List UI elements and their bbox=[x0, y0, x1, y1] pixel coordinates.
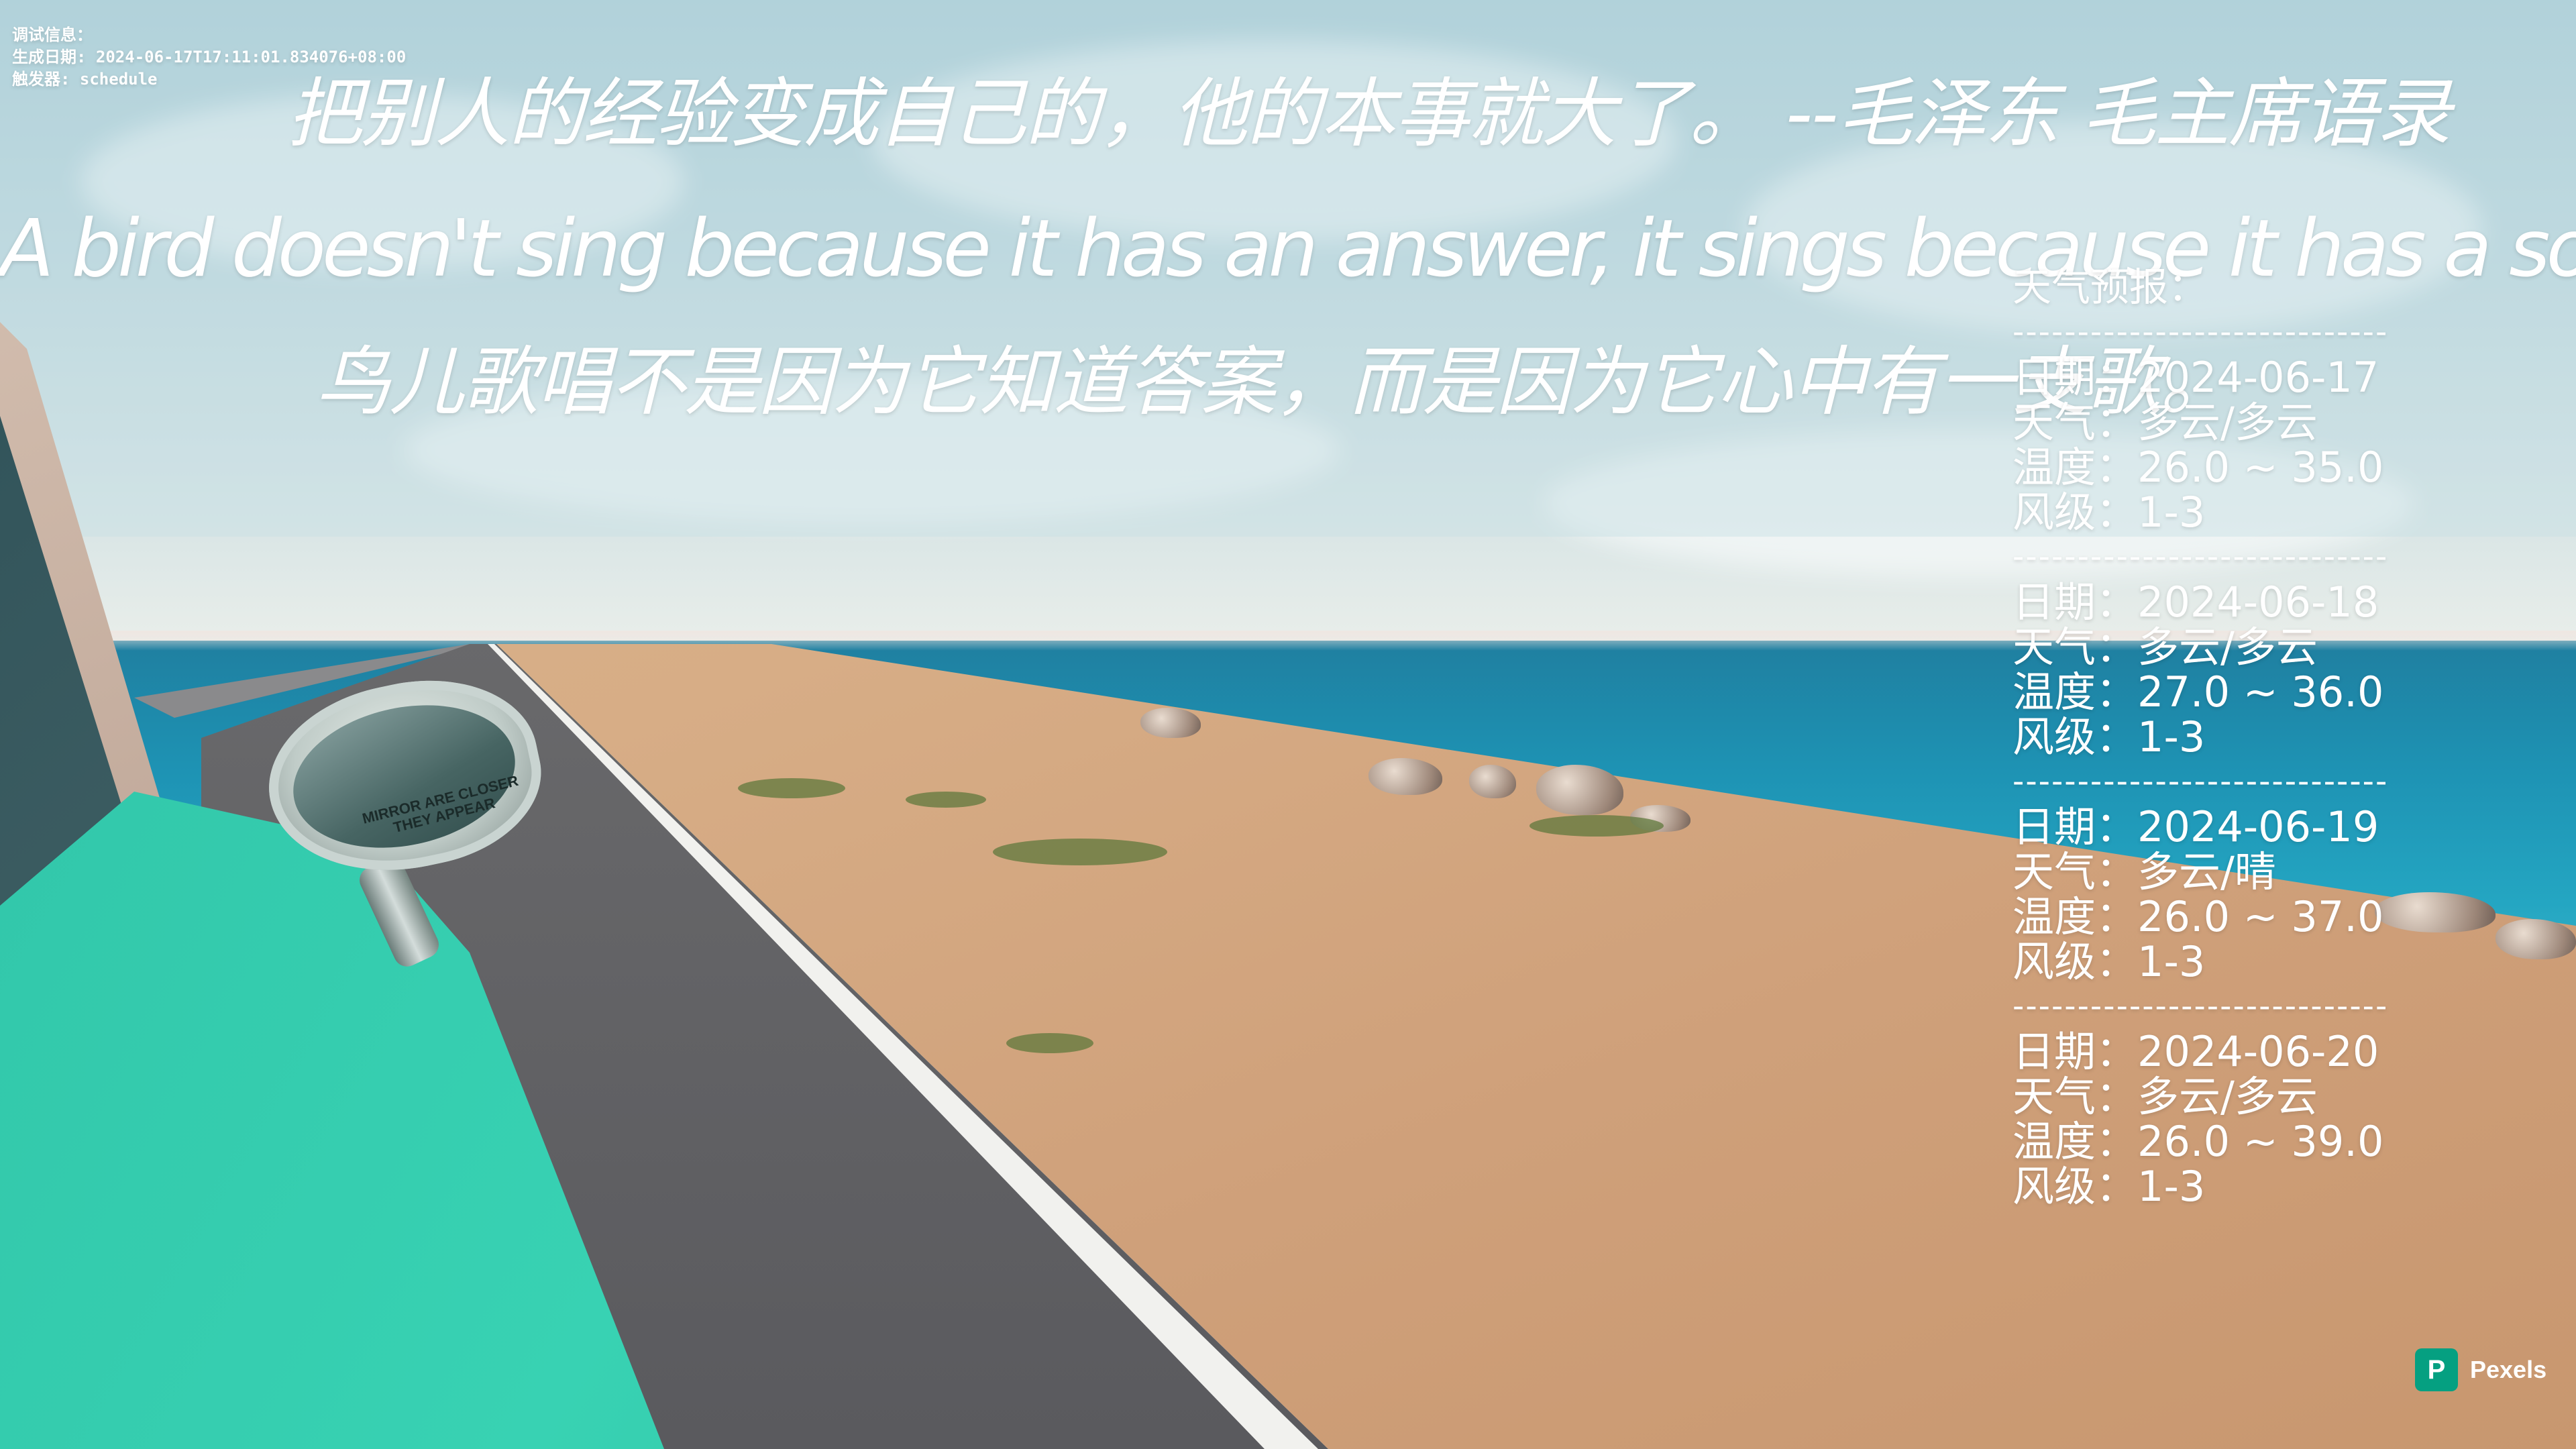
quotes-block: 把别人的经验变成自己的，他的本事就大了。 --毛泽东 毛主席语录 A bird … bbox=[0, 47, 2576, 449]
forecast-separator: ----------------------------- bbox=[2012, 538, 2389, 576]
grass-patch bbox=[738, 778, 845, 798]
forecast-weather: 天气：多云/晴 bbox=[2012, 847, 2276, 896]
weather-forecast: 天气预报： ----------------------------- 日期：2… bbox=[2012, 264, 2389, 1211]
cloud bbox=[402, 376, 1342, 523]
forecast-temperature: 温度：26.0 ~ 37.0 bbox=[2012, 892, 2384, 941]
cloud bbox=[1744, 121, 2482, 335]
forecast-temperature: 温度：26.0 ~ 39.0 bbox=[2012, 1117, 2384, 1166]
grass-patch bbox=[1006, 1033, 1093, 1053]
forecast-title: 天气预报： bbox=[2012, 264, 2208, 310]
forecast-temperature: 温度：26.0 ~ 35.0 bbox=[2012, 443, 2384, 492]
quote-english: A bird doesn't sing because it has an an… bbox=[0, 202, 2576, 294]
forecast-separator: ----------------------------- bbox=[2012, 763, 2389, 800]
forecast-weather: 天气：多云/多云 bbox=[2012, 623, 2318, 672]
quote-chinese-translation: 鸟儿歌唱不是因为它知道答案，而是因为它心中有一支歌。 bbox=[315, 339, 2235, 426]
rock bbox=[2496, 919, 2576, 959]
pexels-watermark: P Pexels bbox=[2415, 1348, 2546, 1391]
cloud bbox=[80, 94, 684, 268]
forecast-temperature: 温度：27.0 ~ 36.0 bbox=[2012, 667, 2384, 716]
cloud bbox=[872, 40, 1677, 241]
debug-trigger: 触发器: schedule bbox=[12, 70, 158, 89]
pexels-brand-label: Pexels bbox=[2470, 1356, 2547, 1383]
grass-patch bbox=[1529, 815, 1664, 837]
forecast-separator: ----------------------------- bbox=[2012, 313, 2389, 351]
forecast-date: 日期：2024-06-17 bbox=[2012, 353, 2379, 402]
debug-title: 调试信息： bbox=[12, 25, 93, 44]
grass-patch bbox=[993, 839, 1167, 865]
quote-banner bbox=[0, 0, 2576, 537]
forecast-date: 日期：2024-06-19 bbox=[2012, 802, 2379, 851]
forecast-weather: 天气：多云/多云 bbox=[2012, 1072, 2318, 1121]
rock bbox=[1469, 765, 1516, 798]
debug-generated-date: 生成日期: 2024-06-17T17:11:01.834076+08:00 bbox=[12, 48, 407, 66]
forecast-date: 日期：2024-06-20 bbox=[2012, 1027, 2379, 1076]
forecast-date: 日期：2024-06-18 bbox=[2012, 578, 2379, 627]
forecast-wind: 风级：1-3 bbox=[2012, 937, 2206, 986]
rock bbox=[2375, 892, 2496, 932]
rock bbox=[1536, 765, 1623, 815]
grass-patch bbox=[906, 792, 986, 808]
cloud bbox=[1543, 429, 2415, 577]
forecast-wind: 风级：1-3 bbox=[2012, 488, 2206, 537]
pexels-logo-icon: P bbox=[2415, 1348, 2458, 1391]
forecast-separator: ----------------------------- bbox=[2012, 987, 2389, 1025]
quote-chinese: 把别人的经验变成自己的，他的本事就大了。 --毛泽东 毛主席语录 bbox=[286, 70, 2451, 158]
forecast-wind: 风级：1-3 bbox=[2012, 712, 2206, 761]
forecast-weather: 天气：多云/多云 bbox=[2012, 398, 2318, 447]
rock bbox=[1140, 708, 1201, 738]
forecast-wind: 风级：1-3 bbox=[2012, 1162, 2206, 1211]
rock bbox=[1368, 758, 1442, 795]
debug-info: 调试信息： 生成日期: 2024-06-17T17:11:01.834076+0… bbox=[12, 24, 406, 91]
horizon-haze bbox=[0, 631, 2576, 651]
